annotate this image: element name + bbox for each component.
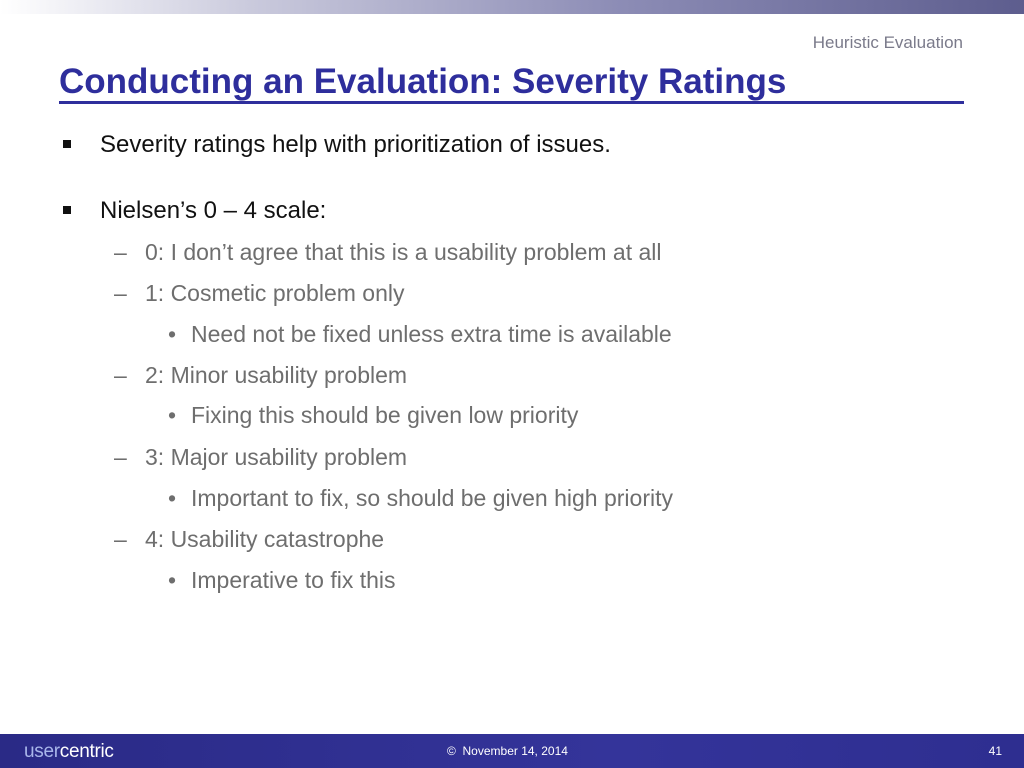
copyright-icon: © [447, 744, 456, 758]
dash-bullet-icon: – [114, 280, 127, 306]
usercentric-logo: usercentric [24, 741, 114, 763]
scale-item-4: – 4: Usability catastrophe [114, 526, 385, 553]
dot-bullet-icon: • [168, 485, 177, 511]
square-bullet-icon [63, 206, 71, 214]
scale-item-3-note: • Important to fix, so should be given h… [168, 485, 673, 512]
dot-bullet-icon: • [168, 402, 177, 428]
scale-item-text: 1: Cosmetic problem only [145, 280, 405, 306]
footer-bar: usercentric © November 14, 2014 41 [0, 734, 1024, 768]
logo-centric-text: centric [59, 741, 114, 762]
deck-header-label: Heuristic Evaluation [812, 33, 963, 52]
scale-note-text: Important to fix, so should be given hig… [191, 485, 673, 511]
dash-bullet-icon: – [114, 444, 127, 470]
scale-item-text: 4: Usability catastrophe [145, 526, 385, 552]
logo-user-text: user [24, 741, 60, 762]
bullet-severity-ratings: Severity ratings help with prioritizatio… [63, 131, 611, 159]
dash-bullet-icon: – [114, 362, 127, 388]
scale-item-2: – 2: Minor usability problem [114, 362, 408, 389]
scale-item-4-note: • Imperative to fix this [168, 567, 396, 594]
square-bullet-icon [63, 140, 71, 148]
scale-note-text: Need not be fixed unless extra time is a… [191, 321, 672, 347]
scale-item-0: – 0: I don’t agree that this is a usabil… [114, 239, 662, 266]
scale-item-text: 0: I don’t agree that this is a usabilit… [145, 239, 662, 265]
footer-date: © November 14, 2014 [447, 744, 568, 758]
scale-item-text: 3: Major usability problem [145, 444, 408, 470]
scale-item-1: – 1: Cosmetic problem only [114, 280, 405, 307]
dash-bullet-icon: – [114, 526, 127, 552]
scale-item-1-note: • Need not be fixed unless extra time is… [168, 321, 672, 348]
scale-item-3: – 3: Major usability problem [114, 444, 408, 471]
bullet-text: Severity ratings help with prioritizatio… [100, 131, 611, 158]
scale-note-text: Imperative to fix this [191, 567, 396, 593]
scale-item-text: 2: Minor usability problem [145, 362, 408, 388]
slide-content: Severity ratings help with prioritizatio… [63, 131, 673, 594]
title-underline [59, 101, 964, 104]
dot-bullet-icon: • [168, 567, 177, 593]
dot-bullet-icon: • [168, 321, 177, 347]
bullet-text: Nielsen’s 0 – 4 scale: [100, 197, 327, 224]
dash-bullet-icon: – [114, 239, 127, 265]
page-number: 41 [988, 744, 1002, 758]
scale-note-text: Fixing this should be given low priority [191, 402, 579, 428]
slide-title: Conducting an Evaluation: Severity Ratin… [59, 62, 787, 101]
bullet-nielsen-scale: Nielsen’s 0 – 4 scale: [63, 197, 327, 225]
scale-item-2-note: • Fixing this should be given low priori… [168, 402, 579, 429]
footer-date-text: November 14, 2014 [462, 744, 568, 758]
top-gradient-bar [0, 0, 1024, 14]
